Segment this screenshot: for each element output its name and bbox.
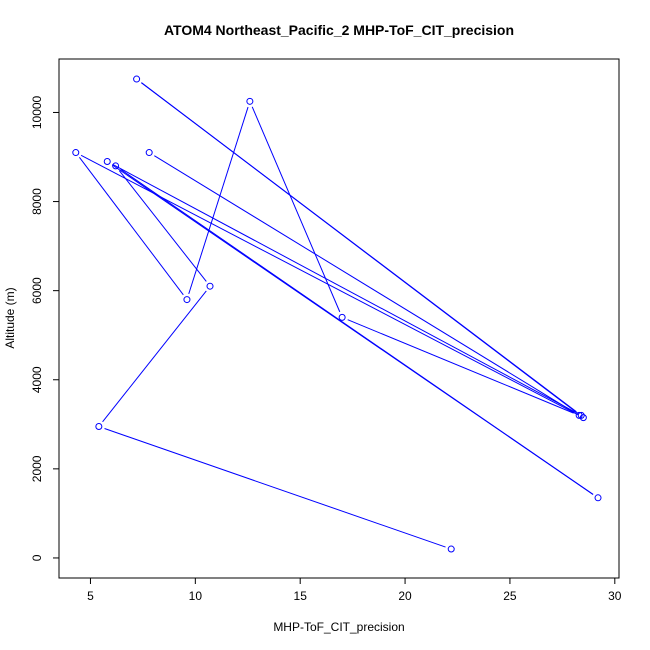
x-tick-label: 25: [503, 589, 517, 603]
series-line-segment: [80, 154, 579, 416]
series-group: [72, 75, 602, 553]
data-point: [183, 296, 191, 304]
series-line-segment: [78, 157, 184, 296]
series-line-segment: [104, 428, 446, 548]
x-axis: 5 10 15 20 25 30: [87, 578, 622, 603]
x-tick-label: 15: [294, 589, 308, 603]
data-point: [246, 97, 254, 105]
data-point: [577, 411, 585, 419]
series-line-segment: [141, 82, 579, 415]
y-tick-label: 4000: [30, 366, 44, 393]
data-point: [206, 282, 214, 290]
x-axis-label: MHP-ToF_CIT_precision: [273, 620, 404, 634]
data-point: [112, 162, 120, 170]
data-point: [338, 313, 346, 321]
x-tick-label: 20: [398, 589, 412, 603]
data-point: [145, 149, 153, 157]
data-point: [103, 157, 111, 165]
data-point: [133, 75, 141, 83]
y-axis: 0 2000 4000 6000 8000 10000: [30, 95, 59, 561]
x-tick-label: 30: [608, 589, 622, 603]
data-point: [575, 411, 583, 419]
y-tick-label: 8000: [30, 188, 44, 215]
series-line-segment: [188, 106, 249, 294]
series-line-segment: [111, 164, 594, 495]
plot-frame: [58, 58, 620, 579]
data-point: [447, 545, 455, 553]
series-line-segment: [154, 155, 575, 413]
y-tick-label: 10000: [30, 95, 44, 129]
series-line-segment: [251, 106, 341, 313]
x-tick-label: 5: [87, 589, 94, 603]
data-point: [95, 423, 103, 431]
chart-title: ATOM4 Northeast_Pacific_2 MHP-ToF_CIT_pr…: [164, 22, 514, 38]
x-tick-label: 10: [189, 589, 203, 603]
series-line-segment: [102, 290, 207, 423]
y-tick-label: 2000: [30, 455, 44, 482]
data-point: [72, 149, 80, 157]
data-point: [594, 494, 602, 502]
series-line-segment: [347, 319, 574, 414]
series-line-segment: [112, 163, 577, 414]
series-line-segment: [118, 170, 207, 282]
y-tick-label: 6000: [30, 277, 44, 304]
y-axis-label: Altitude (m): [3, 287, 17, 348]
y-tick-label: 0: [30, 554, 44, 561]
data-point: [579, 414, 587, 422]
